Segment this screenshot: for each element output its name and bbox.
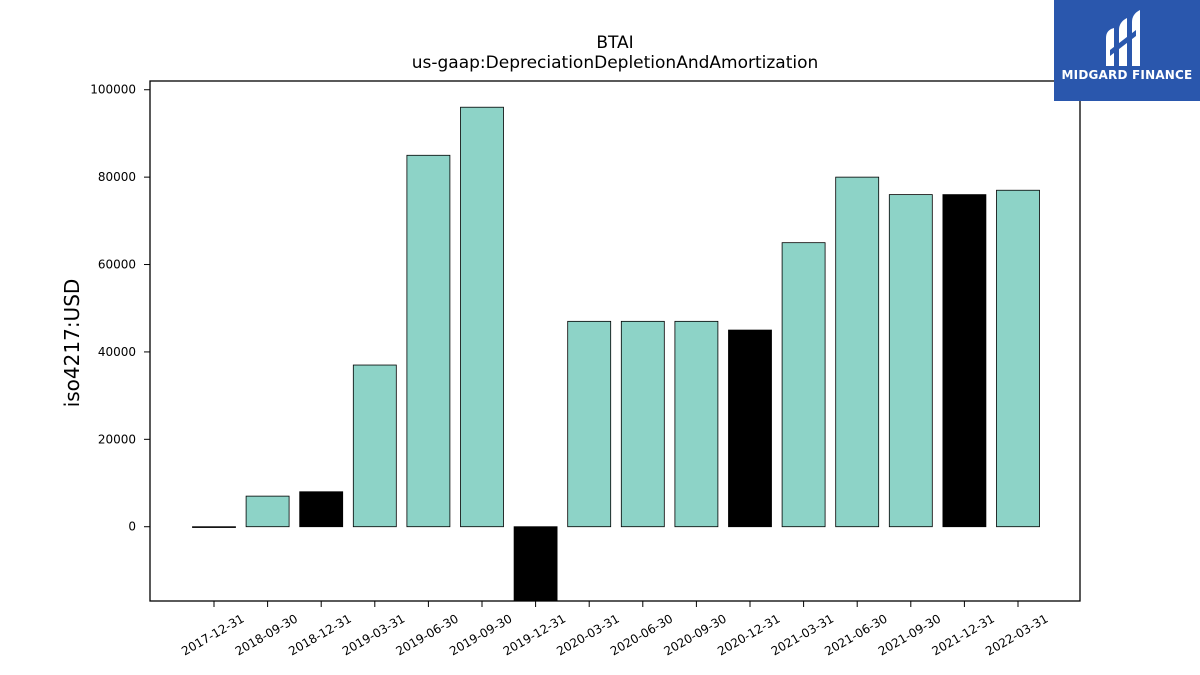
bar-2018-12-31 <box>299 491 344 528</box>
bar-2018-09-30 <box>245 495 290 528</box>
bar-2021-09-30 <box>888 194 933 528</box>
bar-2019-09-30 <box>460 106 504 528</box>
bar-2017-12-31 <box>192 526 236 528</box>
chart-subtitle: us-gaap:DepreciationDepletionAndAmortiza… <box>412 53 819 73</box>
bar-2019-06-30 <box>406 154 451 528</box>
bars-group <box>192 106 1040 602</box>
bar-2021-12-31 <box>942 194 987 528</box>
bar-2019-03-31 <box>352 364 397 528</box>
y-tick-label: 60000 <box>98 258 136 272</box>
y-tick-label: 40000 <box>98 345 136 359</box>
y-tick-label: 80000 <box>98 170 136 184</box>
bar-2022-03-31 <box>996 189 1040 528</box>
x-axis-ticks: 2017-12-312018-09-302018-12-312019-03-31… <box>179 601 1051 658</box>
bar-2020-06-30 <box>620 320 665 528</box>
bar-2020-12-31 <box>728 329 772 528</box>
bar-2021-03-31 <box>781 242 826 528</box>
bar-2019-12-31 <box>513 526 558 602</box>
bar-2020-09-30 <box>674 320 719 528</box>
midgard-logo-icon <box>1106 10 1140 66</box>
bar-2021-06-30 <box>835 176 880 528</box>
y-axis-ticks: 0 20000 40000 60000 80000 100000 <box>90 83 150 534</box>
y-tick-label: 0 <box>128 520 136 534</box>
y-axis-label: iso4217:USD <box>60 279 84 408</box>
brand-logo: MIDGARD FINANCE <box>1054 0 1200 101</box>
y-tick-label: 100000 <box>90 83 136 97</box>
y-tick-label: 20000 <box>98 432 136 446</box>
plot-frame <box>149 80 1081 602</box>
bar-2020-03-31 <box>567 320 612 528</box>
logo-text: MIDGARD FINANCE <box>1061 68 1193 82</box>
chart-title: BTAI <box>596 33 633 53</box>
